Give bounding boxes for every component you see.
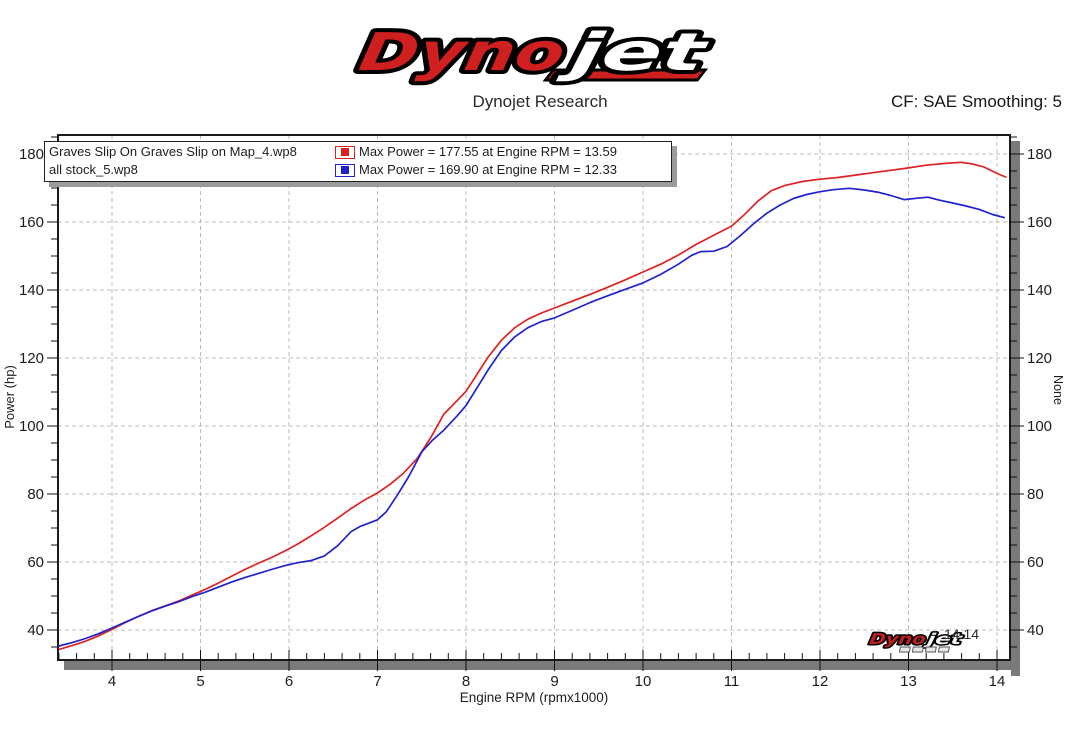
dynojet-logo-svg: Dyno jet	[351, 18, 717, 87]
dynojet-research-label: Dynojet Research	[472, 92, 608, 111]
svg-text:140: 140	[1027, 282, 1052, 299]
svg-text:10: 10	[635, 673, 652, 690]
gridlines	[58, 135, 1010, 660]
svg-text:140: 140	[19, 282, 44, 299]
svg-text:14: 14	[989, 673, 1006, 690]
logo-text-dyno: Dyno	[355, 22, 570, 83]
plot-border	[57, 134, 1011, 661]
svg-text:7: 7	[373, 673, 381, 690]
svg-text:60: 60	[27, 554, 44, 571]
svg-text:8: 8	[462, 673, 470, 690]
run-stats-stock: Max Power = 169.90 at Engine RPM = 12.33	[359, 162, 617, 177]
svg-text:120: 120	[19, 350, 44, 367]
svg-text:40: 40	[27, 622, 44, 639]
svg-text:180: 180	[19, 146, 44, 163]
svg-text:60: 60	[1027, 554, 1044, 571]
run-stats-graves: Max Power = 177.55 at Engine RPM = 13.59	[359, 144, 617, 159]
cf-smoothing-label: CF: SAE Smoothing: 5	[890, 92, 1062, 111]
legend-marker-1	[335, 163, 355, 177]
svg-text:160: 160	[19, 214, 44, 231]
x-axis-title: Engine RPM (rpmx1000)	[460, 690, 609, 705]
power-curve-all-stock	[58, 187, 1005, 647]
run-end-rpm-label: 14.14	[944, 626, 980, 642]
y-axis-title-right: None	[1051, 375, 1065, 405]
svg-text:13: 13	[900, 673, 917, 690]
logo-swoosh	[542, 68, 709, 82]
legend-row-graves: Graves Slip On Graves Slip on Map_4.wp8 …	[49, 143, 671, 161]
svg-text:80: 80	[27, 486, 44, 503]
svg-text:11: 11	[724, 673, 740, 690]
power-chart: 4 5 6 7 8 9 10 11 12 13 14 40 40 60 60 80 80 100 100 120 120…	[2, 134, 1065, 705]
legend-marker-square-blue	[341, 166, 349, 174]
watermark-text-jet: jet	[923, 630, 964, 648]
dynojet-watermark: Dyno jet	[864, 626, 966, 663]
legend-marker-square-red	[341, 148, 349, 156]
legend-row-stock: all stock_5.wp8 Max Power = 169.90 at En…	[49, 161, 671, 179]
svg-text:12: 12	[812, 673, 829, 690]
tick-labels: 4 5 6 7 8 9 10 11 12 13 14 40 40 60 60 80 80 100 100 120 120…	[19, 146, 1052, 690]
run-name-stock: all stock_5.wp8	[49, 162, 138, 177]
dynojet-logo: Dyno jet	[348, 18, 732, 88]
svg-text:180: 180	[1027, 146, 1052, 163]
run-name-graves: Graves Slip On Graves Slip on Map_4.wp8	[49, 144, 297, 159]
svg-text:80: 80	[1027, 486, 1044, 503]
svg-text:40: 40	[1027, 622, 1044, 639]
logo-text-jet: jet	[555, 22, 713, 83]
axis-shadow-bottom	[64, 661, 1020, 670]
svg-text:100: 100	[1027, 418, 1052, 435]
legend-marker-0	[335, 145, 355, 159]
svg-text:120: 120	[1027, 350, 1052, 367]
dynojet-watermark-logo: Dyno jet	[867, 629, 966, 653]
watermark-text-dyno: Dyno	[868, 630, 927, 648]
y-axis-title-left: Power (hp)	[2, 365, 17, 429]
axis-ticks	[47, 136, 1024, 671]
svg-text:4: 4	[108, 673, 116, 690]
svg-text:9: 9	[550, 673, 558, 690]
svg-text:6: 6	[285, 673, 293, 690]
run-legend: Graves Slip On Graves Slip on Map_4.wp8 …	[44, 141, 672, 182]
svg-text:160: 160	[1027, 214, 1052, 231]
svg-text:5: 5	[196, 673, 204, 690]
power-curve-graves-slip-on	[58, 161, 1007, 651]
svg-text:100: 100	[19, 418, 44, 435]
dynojet-tagline-strip	[898, 646, 950, 653]
